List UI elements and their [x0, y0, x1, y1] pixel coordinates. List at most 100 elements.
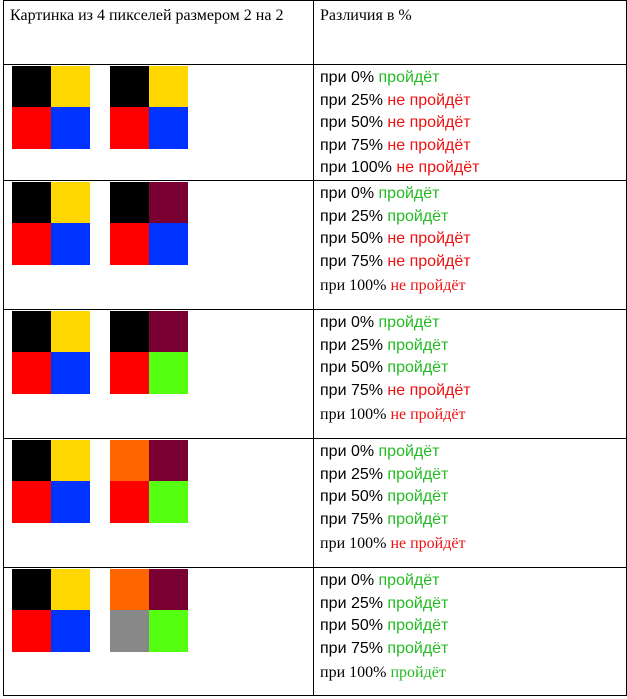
pixel-top-right	[51, 181, 90, 223]
pixel-bottom-right	[51, 480, 90, 523]
pictures-cell	[3, 308, 314, 439]
result-list: при 0% пройдёт при 25% пройдёт при 50% не …	[314, 181, 626, 298]
result-list: при 0% пройдёт при 25% пройдёт при 50% про…	[314, 310, 626, 427]
pass-status: пройдёт	[387, 594, 449, 612]
pixel-top-right	[51, 568, 90, 610]
pixel-top-right	[149, 439, 188, 481]
pass-status: пройдёт	[387, 510, 449, 528]
pass-status: пройдёт	[387, 465, 449, 483]
result-line: при 0% пройдёт	[320, 570, 626, 593]
result-line: при 50% не пройдёт	[320, 228, 626, 251]
result-list: при 0% пройдёт при 25% не пройдёт при 50% …	[314, 65, 626, 180]
result-line: при 50% пройдёт	[320, 615, 626, 638]
result-line: при 100% не пройдёт	[320, 275, 626, 298]
fail-status: не пройдёт	[390, 406, 466, 424]
result-line: при 100% пройдёт	[320, 662, 626, 685]
result-line: при 0% пройдёт	[320, 183, 626, 206]
threshold-label: при 50%	[320, 359, 388, 377]
threshold-label: при 25%	[320, 91, 388, 109]
pixel-top-right	[149, 310, 188, 352]
result-line: при 50% не пройдёт	[320, 112, 626, 135]
pixel-top-left	[12, 568, 51, 610]
results-cell: при 0% пройдёт при 25% пройдёт при 50% не …	[313, 179, 627, 310]
original-picture	[12, 568, 90, 652]
fail-status: не пройдёт	[396, 159, 480, 177]
threshold-label: при 75%	[320, 510, 388, 528]
pixel-bottom-left	[110, 222, 149, 265]
pass-status: пройдёт	[387, 359, 449, 377]
pixel-bottom-right	[149, 480, 188, 523]
fail-status: не пройдёт	[387, 136, 471, 154]
pixel-bottom-left	[110, 609, 149, 652]
pixel-top-right	[51, 66, 90, 107]
threshold-label: при 100%	[320, 406, 391, 424]
result-line: при 50% пройдёт	[320, 486, 626, 509]
threshold-label: при 100%	[320, 159, 397, 177]
pixel-top-left	[12, 310, 51, 352]
threshold-label: при 100%	[320, 535, 391, 553]
pixel-top-right	[149, 568, 188, 610]
result-line: при 25% не пройдёт	[320, 90, 626, 113]
pixel-bottom-right	[51, 222, 90, 265]
pixel-top-left	[12, 181, 51, 223]
fail-status: не пройдёт	[390, 535, 466, 553]
threshold-label: при 50%	[320, 114, 388, 132]
fail-status: не пройдёт	[387, 252, 471, 270]
pictures-cell	[3, 179, 314, 310]
fail-status: не пройдёт	[387, 114, 471, 132]
fail-status: не пройдёт	[387, 91, 471, 109]
result-line: при 0% пройдёт	[320, 312, 626, 335]
pixel-top-left	[110, 66, 149, 107]
threshold-label: при 25%	[320, 465, 388, 483]
pass-status: пройдёт	[378, 313, 440, 331]
threshold-label: при 75%	[320, 639, 388, 657]
results-cell: при 0% пройдёт при 25% пройдёт при 50% про…	[313, 308, 627, 439]
threshold-label: при 100%	[320, 664, 391, 682]
pixel-bottom-right	[51, 351, 90, 394]
pass-status: пройдёт	[387, 336, 449, 354]
table-row: при 0% пройдёт при 25% пройдёт при 50% про…	[3, 566, 627, 696]
result-line: при 25% пройдёт	[320, 593, 626, 616]
original-picture	[12, 181, 90, 265]
pass-status: пройдёт	[390, 664, 446, 682]
pass-status: пройдёт	[378, 571, 440, 589]
result-line: при 50% пройдёт	[320, 357, 626, 380]
results-cell: при 0% пройдёт при 25% не пройдёт при 50% …	[313, 64, 627, 181]
header-difference-label: Различия в %	[320, 7, 412, 24]
original-picture	[12, 66, 90, 149]
table-row: при 0% пройдёт при 25% пройдёт при 50% про…	[3, 308, 627, 439]
fail-status: не пройдёт	[390, 277, 466, 295]
fail-status: не пройдёт	[387, 381, 471, 399]
result-line: при 0% пройдёт	[320, 441, 626, 464]
threshold-label: при 0%	[320, 442, 379, 460]
pixel-top-right	[149, 66, 188, 107]
result-line: при 75% не пройдёт	[320, 380, 626, 403]
threshold-label: при 25%	[320, 207, 388, 225]
threshold-label: при 75%	[320, 252, 388, 270]
result-line: при 75% не пройдёт	[320, 251, 626, 274]
result-line: при 100% не пройдёт	[320, 157, 626, 180]
pixel-bottom-right	[149, 609, 188, 652]
pixel-bottom-left	[12, 351, 51, 394]
pixel-top-left	[12, 66, 51, 107]
pass-status: пройдёт	[378, 442, 440, 460]
pixel-bottom-right	[149, 107, 188, 149]
result-list: при 0% пройдёт при 25% пройдёт при 50% про…	[314, 439, 626, 556]
compared-picture	[110, 568, 188, 652]
header-cell-picture: Картинка из 4 пикселей размером 2 на 2	[3, 0, 314, 65]
header-picture-label: Картинка из 4 пикселей размером 2 на 2	[10, 7, 284, 24]
pictures-cell	[3, 566, 314, 696]
results-cell: при 0% пройдёт при 25% пройдёт при 50% про…	[313, 566, 627, 696]
threshold-label: при 50%	[320, 488, 388, 506]
pixel-top-left	[110, 310, 149, 352]
threshold-label: при 0%	[320, 571, 379, 589]
header-cell-difference: Различия в %	[313, 0, 627, 65]
pixel-top-right	[51, 439, 90, 481]
pass-status: пройдёт	[387, 639, 449, 657]
pixel-bottom-left	[110, 107, 149, 149]
threshold-label: при 0%	[320, 184, 379, 202]
original-picture	[12, 310, 90, 394]
result-line: при 75% пройдёт	[320, 509, 626, 532]
pass-status: пройдёт	[378, 69, 440, 86]
original-picture	[12, 439, 90, 523]
